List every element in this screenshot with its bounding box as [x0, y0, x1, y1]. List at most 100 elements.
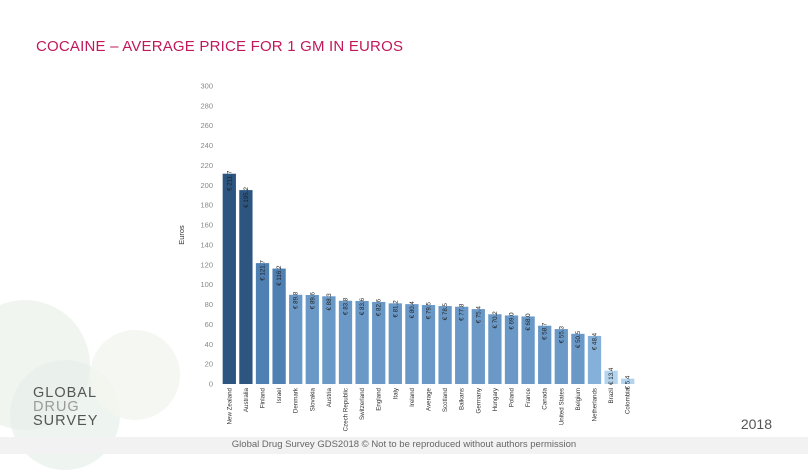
y-tick-label: 80 [205, 300, 213, 309]
logo-line-survey: SURVEY [33, 413, 99, 429]
bar [554, 329, 568, 384]
data-label: € 68.0 [525, 313, 532, 331]
y-tick-label: 120 [200, 260, 213, 269]
bar [504, 315, 519, 384]
data-label: € 89.8 [293, 291, 300, 309]
x-tick-label: Israel [276, 388, 283, 403]
y-tick-label: 40 [205, 340, 213, 349]
data-label: € 89.6 [309, 291, 316, 309]
x-tick-label: Austria [326, 387, 333, 407]
data-label: € 58.7 [542, 322, 549, 340]
bar [388, 303, 402, 384]
x-tick-label: Switzerland [359, 387, 366, 420]
data-label: € 50.5 [575, 330, 582, 348]
data-label: € 82.6 [376, 298, 383, 316]
x-tick-label: United States [558, 388, 565, 425]
footer-bar [0, 437, 808, 454]
global-drug-survey-logo: GLOBAL DRUG SURVEY [33, 385, 99, 429]
y-tick-label: 280 [200, 101, 213, 110]
x-tick-label: New Zealand [226, 387, 233, 424]
y-tick-label: 260 [200, 121, 213, 130]
data-label: € 77.8 [459, 303, 466, 321]
x-tick-label: Belgium [575, 388, 582, 410]
y-tick-label: 200 [200, 181, 213, 190]
footer-copyright: Global Drug Survey GDS2018 © Not to be r… [231, 439, 577, 450]
data-label: € 83.8 [343, 297, 350, 315]
bar [621, 378, 635, 384]
y-tick-label: 60 [205, 320, 213, 329]
bar [521, 316, 535, 384]
x-tick-label: Germany [475, 387, 482, 413]
x-tick-label: Ireland [409, 387, 416, 406]
x-tick-label: Canada [542, 387, 549, 409]
x-tick-label: France [525, 387, 532, 407]
data-label: € 13.4 [608, 367, 615, 385]
bar [222, 173, 236, 384]
bar [587, 335, 602, 384]
data-label: € 5.4 [625, 375, 632, 389]
bar [272, 268, 286, 384]
data-label: € 79.5 [426, 301, 433, 319]
x-tick-label: Colombia [625, 387, 632, 414]
year-label: 2018 [740, 416, 772, 432]
x-tick-label: Denmark [293, 387, 300, 413]
y-tick-label: 20 [205, 360, 213, 369]
y-axis-label: Euros [177, 225, 186, 245]
y-tick-label: 240 [200, 141, 213, 150]
logo-line-drug: DRUG [33, 399, 80, 415]
logo-line-global: GLOBAL [33, 385, 98, 401]
bar [604, 370, 618, 384]
bar-chart: 0 20 40 60 80 100 120 140 160 180 200 220 240 260 280 3… [177, 82, 635, 431]
bar [239, 190, 253, 384]
data-label: € 69.0 [509, 312, 516, 330]
x-tick-label: Poland [509, 387, 516, 407]
x-tick-label: Average [426, 387, 433, 410]
y-tick-label: 100 [200, 280, 213, 289]
bar [255, 263, 270, 384]
decorative-circle [90, 330, 180, 420]
bar [471, 309, 485, 384]
x-tick-label: England [376, 387, 383, 410]
data-label: € 121.7 [260, 260, 267, 281]
data-label: € 75.4 [475, 306, 482, 324]
x-tick-label: Czech Republic [343, 388, 350, 431]
data-label: € 116.2 [276, 265, 283, 286]
bar [405, 304, 419, 384]
data-label: € 55.3 [558, 326, 565, 344]
x-tick-label: Australia [243, 387, 250, 412]
y-tick-label: 160 [200, 221, 213, 230]
bar [372, 301, 386, 384]
bar [338, 300, 353, 384]
data-label: € 88.3 [326, 293, 333, 311]
data-label: € 81.2 [392, 300, 399, 318]
data-label: € 211.7 [226, 170, 233, 191]
y-tick-label: 0 [209, 380, 213, 389]
data-label: € 70.2 [492, 311, 499, 329]
data-label: € 48.4 [592, 332, 599, 350]
x-tick-label: Finland [260, 387, 267, 408]
bar [355, 300, 369, 384]
bar [289, 294, 303, 384]
bar [421, 305, 436, 384]
bar [571, 333, 585, 384]
y-tick-label: 140 [200, 240, 213, 249]
x-tick-label: Italy [392, 387, 399, 399]
bar [305, 294, 319, 384]
slide-title: COCAINE – AVERAGE PRICE FOR 1 GM IN EURO… [36, 38, 404, 55]
data-label: € 78.5 [442, 302, 449, 320]
x-tick-label: Balkans [459, 388, 466, 410]
x-tick-label: Slovakia [309, 387, 316, 411]
x-tick-label: Netherlands [592, 388, 599, 421]
data-label: € 83.6 [359, 297, 366, 315]
data-label: € 195.2 [243, 187, 250, 208]
bar [488, 314, 502, 384]
bar [538, 325, 552, 384]
y-tick-label: 300 [200, 82, 213, 91]
y-tick-label: 180 [200, 201, 213, 210]
x-tick-label: Scotland [442, 387, 449, 412]
x-tick-label: Brazil [608, 388, 615, 403]
bar [455, 306, 469, 384]
y-tick-label: 220 [200, 161, 213, 170]
bar [438, 306, 452, 384]
bar [322, 296, 336, 384]
